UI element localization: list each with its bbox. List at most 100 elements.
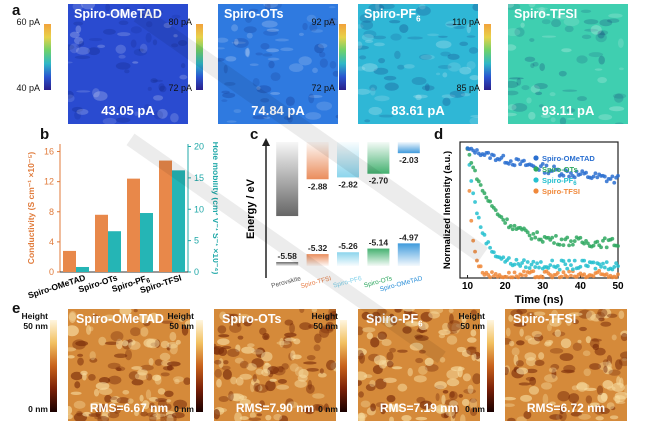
grain bbox=[439, 357, 446, 363]
grain bbox=[561, 369, 575, 374]
texture-blob bbox=[270, 72, 281, 82]
grain bbox=[164, 390, 174, 398]
grain bbox=[515, 360, 524, 367]
kpfm-map: Spiro-OTs 74.84 pA bbox=[218, 4, 338, 124]
grain bbox=[447, 320, 462, 332]
grain bbox=[294, 379, 307, 388]
homo-label: -5.14 bbox=[369, 238, 389, 248]
grain bbox=[463, 388, 476, 394]
data-point bbox=[578, 172, 583, 177]
texture-blob bbox=[308, 93, 315, 104]
texture-blob bbox=[139, 43, 148, 54]
grain bbox=[582, 350, 591, 357]
grain bbox=[127, 398, 134, 404]
grain bbox=[148, 357, 154, 366]
grain bbox=[77, 353, 84, 357]
legend-label-sub: 6 bbox=[573, 181, 577, 187]
texture-blob bbox=[619, 67, 624, 71]
grain bbox=[101, 413, 109, 421]
grain bbox=[146, 373, 153, 381]
data-point bbox=[584, 170, 588, 175]
grain bbox=[75, 340, 89, 347]
grain bbox=[239, 373, 252, 380]
grain bbox=[159, 352, 171, 361]
data-point bbox=[599, 245, 603, 250]
data-point bbox=[491, 250, 496, 255]
data-point bbox=[475, 211, 479, 216]
grain bbox=[462, 373, 471, 382]
grain bbox=[443, 413, 449, 419]
grain bbox=[451, 408, 456, 419]
map-value: 93.11 pA bbox=[541, 103, 595, 118]
grain bbox=[221, 345, 232, 350]
grain bbox=[449, 313, 454, 324]
texture-blob bbox=[285, 96, 295, 106]
data-point bbox=[525, 230, 530, 235]
grain bbox=[460, 414, 466, 421]
texture-blob bbox=[535, 91, 543, 96]
grain bbox=[585, 336, 592, 344]
grain bbox=[89, 351, 96, 361]
grain bbox=[577, 339, 582, 344]
grain bbox=[241, 346, 255, 354]
grain bbox=[608, 369, 621, 376]
grain bbox=[273, 413, 283, 421]
legend-label: Spiro-OTs bbox=[542, 165, 578, 174]
texture-blob bbox=[441, 94, 456, 99]
grain bbox=[578, 413, 591, 420]
data-point bbox=[552, 241, 556, 245]
texture-blob bbox=[306, 14, 317, 23]
texture-blob bbox=[249, 63, 259, 67]
data-point bbox=[565, 266, 570, 271]
grain bbox=[101, 410, 111, 418]
grain bbox=[113, 405, 122, 414]
data-point bbox=[567, 174, 571, 179]
kpfm-map: Spiro-OMeTAD 43.05 pA bbox=[68, 4, 188, 124]
data-point bbox=[591, 243, 596, 248]
texture-blob bbox=[445, 20, 459, 28]
grain bbox=[390, 318, 398, 326]
rms-value: RMS=7.19 nm bbox=[379, 401, 459, 415]
data-point bbox=[473, 150, 477, 155]
grain bbox=[455, 323, 466, 328]
texture-blob bbox=[97, 44, 106, 48]
texture-blob bbox=[72, 4, 84, 11]
grain bbox=[160, 372, 170, 377]
texture-blob bbox=[411, 77, 427, 86]
texture-blob bbox=[105, 4, 111, 12]
data-point bbox=[572, 239, 577, 243]
grain bbox=[98, 377, 111, 384]
grain bbox=[409, 342, 424, 351]
grain bbox=[237, 335, 244, 340]
homo-bar bbox=[276, 262, 299, 266]
data-point bbox=[582, 272, 587, 277]
texture-blob bbox=[73, 21, 84, 26]
data-point bbox=[559, 237, 564, 242]
grain bbox=[234, 357, 244, 364]
texture-blob bbox=[358, 66, 366, 71]
data-point bbox=[501, 217, 506, 222]
grain bbox=[166, 341, 179, 349]
texture-blob bbox=[530, 85, 540, 94]
texture-blob bbox=[508, 4, 521, 11]
texture-blob bbox=[170, 112, 179, 123]
grain bbox=[358, 326, 364, 336]
grain bbox=[618, 357, 627, 367]
texture-blob bbox=[453, 25, 465, 30]
grain bbox=[523, 410, 532, 420]
grain bbox=[589, 338, 600, 349]
lumo-label: -2.03 bbox=[399, 155, 419, 165]
height-colorbar bbox=[196, 320, 203, 412]
map-title: Spiro-OTs bbox=[224, 7, 284, 21]
texture-blob bbox=[472, 4, 478, 12]
texture-blob bbox=[358, 41, 363, 49]
texture-blob bbox=[532, 61, 539, 67]
grain bbox=[146, 338, 160, 349]
grain bbox=[389, 347, 396, 353]
y-axis-label: Conductivity (S cm⁻¹ ×10⁻⁵) bbox=[26, 152, 36, 265]
data-point bbox=[599, 264, 603, 269]
grain bbox=[285, 398, 294, 409]
data-point bbox=[512, 223, 517, 228]
texture-blob bbox=[244, 13, 253, 23]
x-tick-label: 10 bbox=[462, 281, 474, 292]
